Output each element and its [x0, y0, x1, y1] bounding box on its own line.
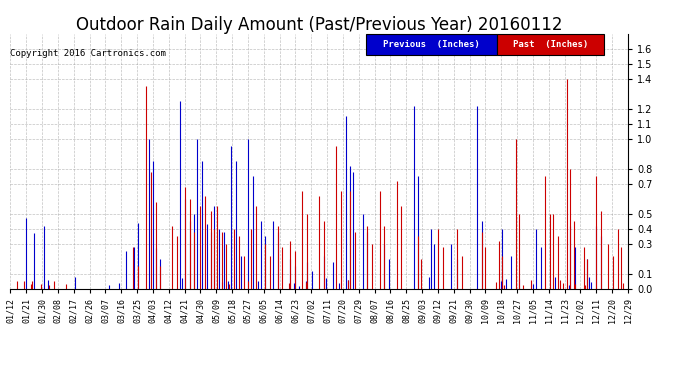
Text: Past  (Inches): Past (Inches)	[513, 40, 588, 49]
Text: Previous  (Inches): Previous (Inches)	[383, 40, 480, 49]
Title: Outdoor Rain Daily Amount (Past/Previous Year) 20160112: Outdoor Rain Daily Amount (Past/Previous…	[76, 16, 562, 34]
Text: Copyright 2016 Cartronics.com: Copyright 2016 Cartronics.com	[10, 49, 166, 58]
